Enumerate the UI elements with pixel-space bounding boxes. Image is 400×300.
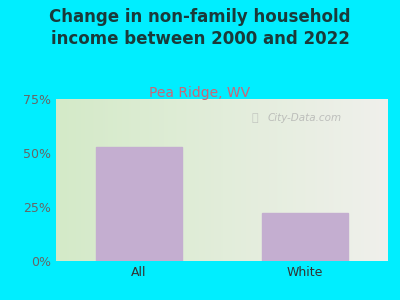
Bar (96, 146, 182, 261)
Text: Change in non-family household
income between 2000 and 2022: Change in non-family household income be… (49, 8, 351, 48)
Text: City-Data.com: City-Data.com (268, 113, 342, 123)
Text: ⦿: ⦿ (252, 113, 258, 123)
Bar (262, 214, 348, 261)
Text: Pea Ridge, WV: Pea Ridge, WV (150, 85, 250, 100)
